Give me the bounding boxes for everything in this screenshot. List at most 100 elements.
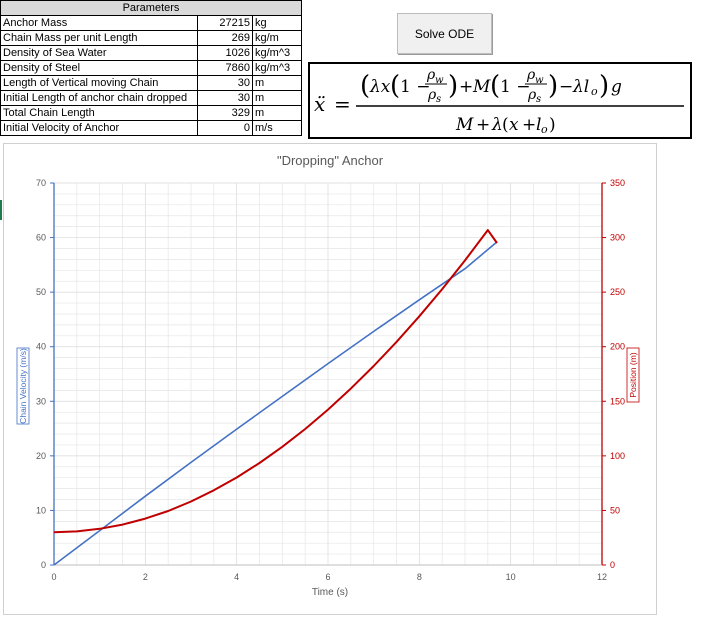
param-row: Length of Vertical moving Chain 30 m <box>0 75 302 91</box>
y2-tick-label: 0 <box>610 560 615 570</box>
y2-tick-label: 50 <box>610 505 620 515</box>
param-value[interactable]: 0 <box>197 120 253 136</box>
param-value[interactable]: 329 <box>197 105 253 121</box>
y-axis-label-group: Chain Velocity (m/s) <box>16 347 30 425</box>
param-row: Initial Velocity of Anchor 0 m/s <box>0 120 302 136</box>
svg-text:ρ: ρ <box>427 87 437 103</box>
svg-text:o: o <box>591 85 598 98</box>
param-label[interactable]: Total Chain Length <box>0 105 198 121</box>
chart-title: "Dropping" Anchor <box>277 153 384 168</box>
y-tick-label: 10 <box>36 505 46 515</box>
svg-text:1 −: 1 − <box>400 77 430 97</box>
svg-text:): ) <box>599 71 609 101</box>
svg-text:l: l <box>536 115 541 135</box>
svg-text:(: ( <box>490 71 500 101</box>
svg-text:M: M <box>455 115 474 135</box>
param-value[interactable]: 30 <box>197 90 253 106</box>
param-value[interactable]: 269 <box>197 30 253 46</box>
svg-text:o: o <box>541 123 548 136</box>
parameters-title: Parameters <box>0 0 302 16</box>
y2-tick-label: 250 <box>610 287 625 297</box>
param-unit[interactable]: m <box>252 105 302 121</box>
param-row: Chain Mass per unit Length 269 kg/m <box>0 30 302 46</box>
position-series-line <box>53 229 498 534</box>
param-label[interactable]: Initial Velocity of Anchor <box>0 120 198 136</box>
svg-text:): ) <box>448 71 458 101</box>
param-unit[interactable]: m <box>252 75 302 91</box>
y-tick-label: 60 <box>36 233 46 243</box>
param-label[interactable]: Density of Steel <box>0 60 198 76</box>
dropping-anchor-chart: 0 2 4 6 8 10 120102030405060700501001502002503… <box>16 153 640 598</box>
param-label[interactable]: Length of Vertical moving Chain <box>0 75 198 91</box>
x-axis-label: Time (s) <box>312 587 348 598</box>
y2-tick-label: 200 <box>610 342 625 352</box>
y-tick-label: 0 <box>41 560 46 570</box>
parameters-table: Parameters Anchor Mass 27215 kg Chain Ma… <box>0 0 302 136</box>
y2-axis-label: Position (m) <box>628 352 638 398</box>
svg-text:+: + <box>522 115 536 135</box>
svg-text:(: ( <box>360 71 370 101</box>
svg-text:=: = <box>334 92 351 116</box>
param-value[interactable]: 1026 <box>197 45 253 61</box>
parameters-header-row: Parameters <box>0 0 302 16</box>
param-label[interactable]: Chain Mass per unit Length <box>0 30 198 46</box>
x-tick-label: 2 <box>143 572 148 582</box>
svg-text:+: + <box>459 77 473 97</box>
y2-axis-label-group: Position (m) <box>626 347 640 403</box>
series-lines <box>53 229 498 566</box>
svg-text:g: g <box>611 77 622 97</box>
svg-text:x: x <box>509 115 519 135</box>
x-tick-label: 0 <box>51 572 56 582</box>
param-value[interactable]: 30 <box>197 75 253 91</box>
svg-text:): ) <box>549 115 556 135</box>
param-value[interactable]: 7860 <box>197 60 253 76</box>
velocity-series-line <box>53 241 498 566</box>
sheet-edge-marker <box>0 200 2 220</box>
svg-text:ρ: ρ <box>426 67 436 83</box>
param-unit[interactable]: kg/m^3 <box>252 45 302 61</box>
x-tick-label: 10 <box>506 572 516 582</box>
param-unit[interactable]: m/s <box>252 120 302 136</box>
y-tick-label: 30 <box>36 396 46 406</box>
svg-text:+: + <box>476 115 490 135</box>
param-value[interactable]: 27215 <box>197 15 253 31</box>
param-unit[interactable]: m <box>252 90 302 106</box>
svg-text:(: ( <box>502 115 509 135</box>
param-row: Total Chain Length 329 m <box>0 105 302 121</box>
y-tick-label: 20 <box>36 451 46 461</box>
y2-axis-label-box <box>626 347 640 403</box>
svg-text:−: − <box>559 77 573 97</box>
svg-text:(: ( <box>390 71 400 101</box>
svg-text:w: w <box>435 75 444 86</box>
y2-tick-label: 300 <box>610 233 625 243</box>
param-unit[interactable]: kg <box>252 15 302 31</box>
svg-text:λ: λ <box>491 115 503 135</box>
param-unit[interactable]: kg/m^3 <box>252 60 302 76</box>
param-label[interactable]: Anchor Mass <box>0 15 198 31</box>
svg-text:s: s <box>436 94 441 105</box>
x-tick-label: 4 <box>234 572 239 582</box>
chart-container: 0 2 4 6 8 10 12 0 10 20 30 40 50 60 70 0 50 100 150 200 250 3… <box>3 143 657 615</box>
svg-text:1 −: 1 − <box>500 77 530 97</box>
y2-tick-label: 150 <box>610 396 625 406</box>
y-tick-label: 70 <box>36 178 46 188</box>
y-axis-label: Chain Velocity (m/s) <box>18 348 28 424</box>
param-label[interactable]: Density of Sea Water <box>0 45 198 61</box>
axes <box>50 182 606 566</box>
param-label[interactable]: Initial Length of anchor chain dropped <box>0 90 198 106</box>
param-row: Anchor Mass 27215 kg <box>0 15 302 31</box>
svg-text:λl: λl <box>572 77 589 97</box>
svg-text:ẍ: ẍ <box>314 92 325 116</box>
param-row: Density of Steel 7860 kg/m^3 <box>0 60 302 76</box>
svg-text:ρ: ρ <box>526 67 536 83</box>
svg-text:λx: λx <box>369 77 391 97</box>
y-tick-label: 40 <box>36 342 46 352</box>
svg-text:w: w <box>535 75 544 86</box>
x-tick-label: 6 <box>325 572 330 582</box>
solve-ode-button[interactable]: Solve ODE <box>397 13 492 54</box>
svg-text:): ) <box>548 71 558 101</box>
param-unit[interactable]: kg/m <box>252 30 302 46</box>
svg-text:M: M <box>472 77 491 97</box>
y2-tick-label: 100 <box>610 451 625 461</box>
